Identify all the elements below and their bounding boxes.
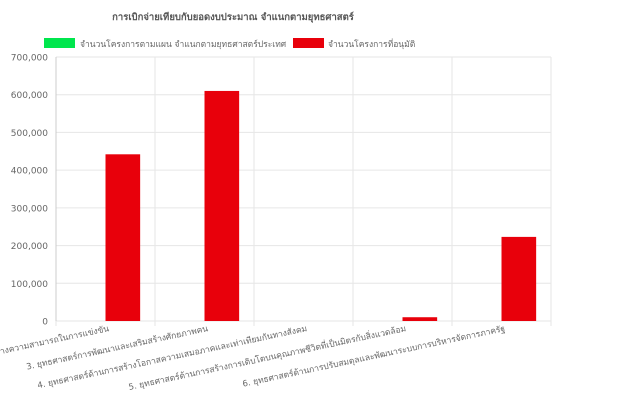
bar[interactable] <box>105 154 141 321</box>
y-tick-label: 500,000 <box>11 129 48 139</box>
y-tick-label: 600,000 <box>11 91 48 101</box>
legend-label-planned[interactable]: จำนวนโครงการตามแผน จำแนกตามยุทธศาสตร์ประ… <box>80 39 287 50</box>
y-tick-label: 400,000 <box>11 167 48 177</box>
bars <box>105 90 537 321</box>
legend: จำนวนโครงการตามแผน จำแนกตามยุทธศาสตร์ประ… <box>44 38 415 50</box>
grid <box>55 56 552 326</box>
y-axis: 0 100,000 200,000 300,000 400,000 500,000 600,… <box>11 54 57 328</box>
chart-title: การเบิกจ่ายเทียบกับยอดงบประมาณ จำแนกตามย… <box>112 11 355 23</box>
legend-swatch-approved[interactable] <box>293 38 324 48</box>
y-tick-label: 100,000 <box>11 280 48 290</box>
y-tick-label: 0 <box>42 318 48 328</box>
bar[interactable] <box>402 317 438 321</box>
y-tick-label: 200,000 <box>11 242 48 252</box>
legend-label-approved[interactable]: จำนวนโครงการที่อนุมัติ <box>328 38 415 50</box>
bar[interactable] <box>501 236 537 321</box>
bar[interactable] <box>204 90 240 321</box>
y-tick-label: 300,000 <box>11 204 48 214</box>
x-axis: างความสามารถในการแข่งขัน3. ยุทธศาสตร์การ… <box>0 322 506 393</box>
y-tick-label: 700,000 <box>11 54 48 64</box>
legend-swatch-planned[interactable] <box>44 38 75 48</box>
